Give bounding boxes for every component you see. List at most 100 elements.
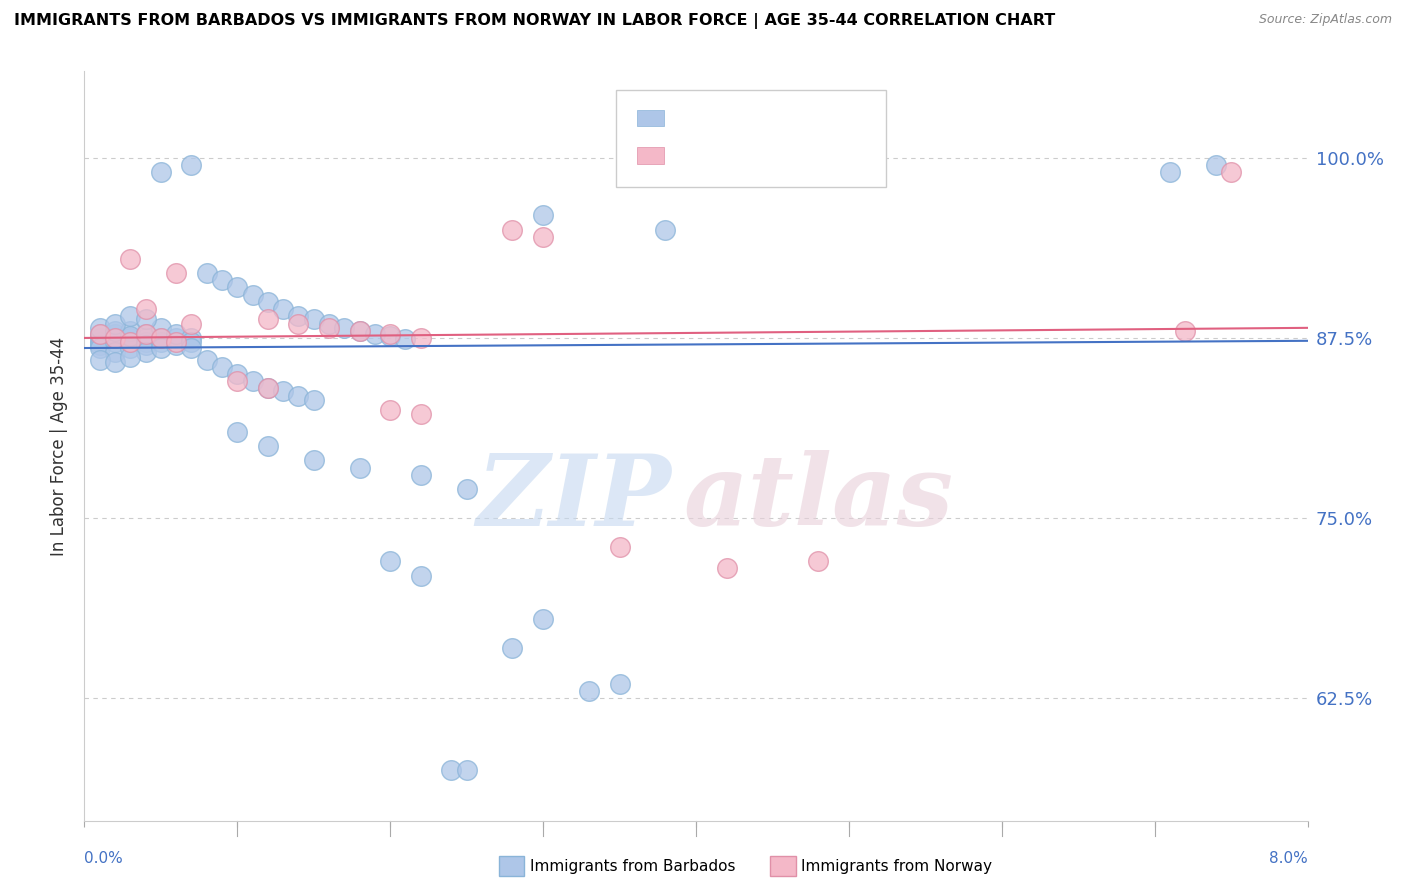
Point [578,684,600,698]
Point [409,407,432,421]
Point [242,374,264,388]
Point [135,326,157,341]
Point [257,381,280,395]
Point [211,359,233,374]
Point [456,763,478,777]
Point [364,326,387,341]
Point [807,554,830,568]
Point [257,294,280,309]
Point [89,326,111,341]
Point [349,460,371,475]
Point [104,326,127,341]
Text: N =: N = [772,146,820,164]
Text: 0.0%: 0.0% [84,851,124,865]
Point [180,335,202,350]
Point [120,335,142,350]
Point [89,331,111,345]
Point [104,331,127,345]
Point [394,332,416,346]
Point [195,352,218,367]
Point [104,335,127,350]
Point [226,374,249,388]
Point [287,388,309,402]
Point [226,280,249,294]
Point [531,612,554,626]
Point [271,384,294,399]
Point [333,321,356,335]
Text: atlas: atlas [683,450,953,547]
Point [89,321,111,335]
Point [1174,324,1197,338]
Point [380,326,402,341]
Point [1205,158,1227,172]
Point [120,324,142,338]
Point [120,252,142,266]
Point [104,355,127,369]
Point [456,482,478,496]
FancyBboxPatch shape [637,147,664,163]
Point [120,329,142,343]
Point [409,568,432,582]
Point [180,317,202,331]
Text: Immigrants from Norway: Immigrants from Norway [801,859,993,873]
FancyBboxPatch shape [637,110,664,126]
Point [1220,165,1243,179]
Point [89,352,111,367]
Point [440,763,463,777]
Text: Immigrants from Barbados: Immigrants from Barbados [530,859,735,873]
Point [149,335,172,350]
Point [135,345,157,359]
Point [180,331,202,345]
Point [226,367,249,381]
Text: 8.0%: 8.0% [1268,851,1308,865]
Point [135,302,157,317]
Point [149,331,172,345]
Point [149,341,172,355]
Point [302,392,325,407]
Point [349,324,371,338]
Point [104,345,127,359]
Point [271,302,294,317]
Point [349,324,371,338]
Point [318,321,340,335]
Text: ZIP: ZIP [477,450,672,547]
Point [135,338,157,352]
Text: IMMIGRANTS FROM BARBADOS VS IMMIGRANTS FROM NORWAY IN LABOR FORCE | AGE 35-44 CO: IMMIGRANTS FROM BARBADOS VS IMMIGRANTS F… [14,13,1056,29]
Point [165,266,187,280]
Point [257,312,280,326]
Point [242,287,264,301]
Point [531,209,554,223]
Point [120,310,142,324]
Point [716,561,738,575]
Point [89,335,111,350]
Y-axis label: In Labor Force | Age 35-44: In Labor Force | Age 35-44 [51,336,69,556]
Point [149,165,172,179]
Point [195,266,218,280]
Point [318,317,340,331]
Point [135,312,157,326]
Point [211,273,233,287]
Point [120,335,142,350]
Point [135,331,157,345]
Point [180,158,202,172]
FancyBboxPatch shape [616,90,886,187]
Point [104,331,127,345]
Text: R =: R = [673,109,710,127]
Text: 0.025: 0.025 [723,109,775,127]
Point [89,338,111,352]
Point [380,329,402,343]
Text: 83: 83 [823,109,845,127]
Text: R =: R = [673,146,710,164]
Point [609,677,631,691]
Text: 27: 27 [823,146,845,164]
Point [165,326,187,341]
Point [165,331,187,345]
Point [120,331,142,345]
Point [149,321,172,335]
Point [531,230,554,244]
Text: 0.013: 0.013 [723,146,775,164]
Point [502,640,524,655]
Point [380,554,402,568]
Point [135,326,157,341]
Point [409,467,432,482]
